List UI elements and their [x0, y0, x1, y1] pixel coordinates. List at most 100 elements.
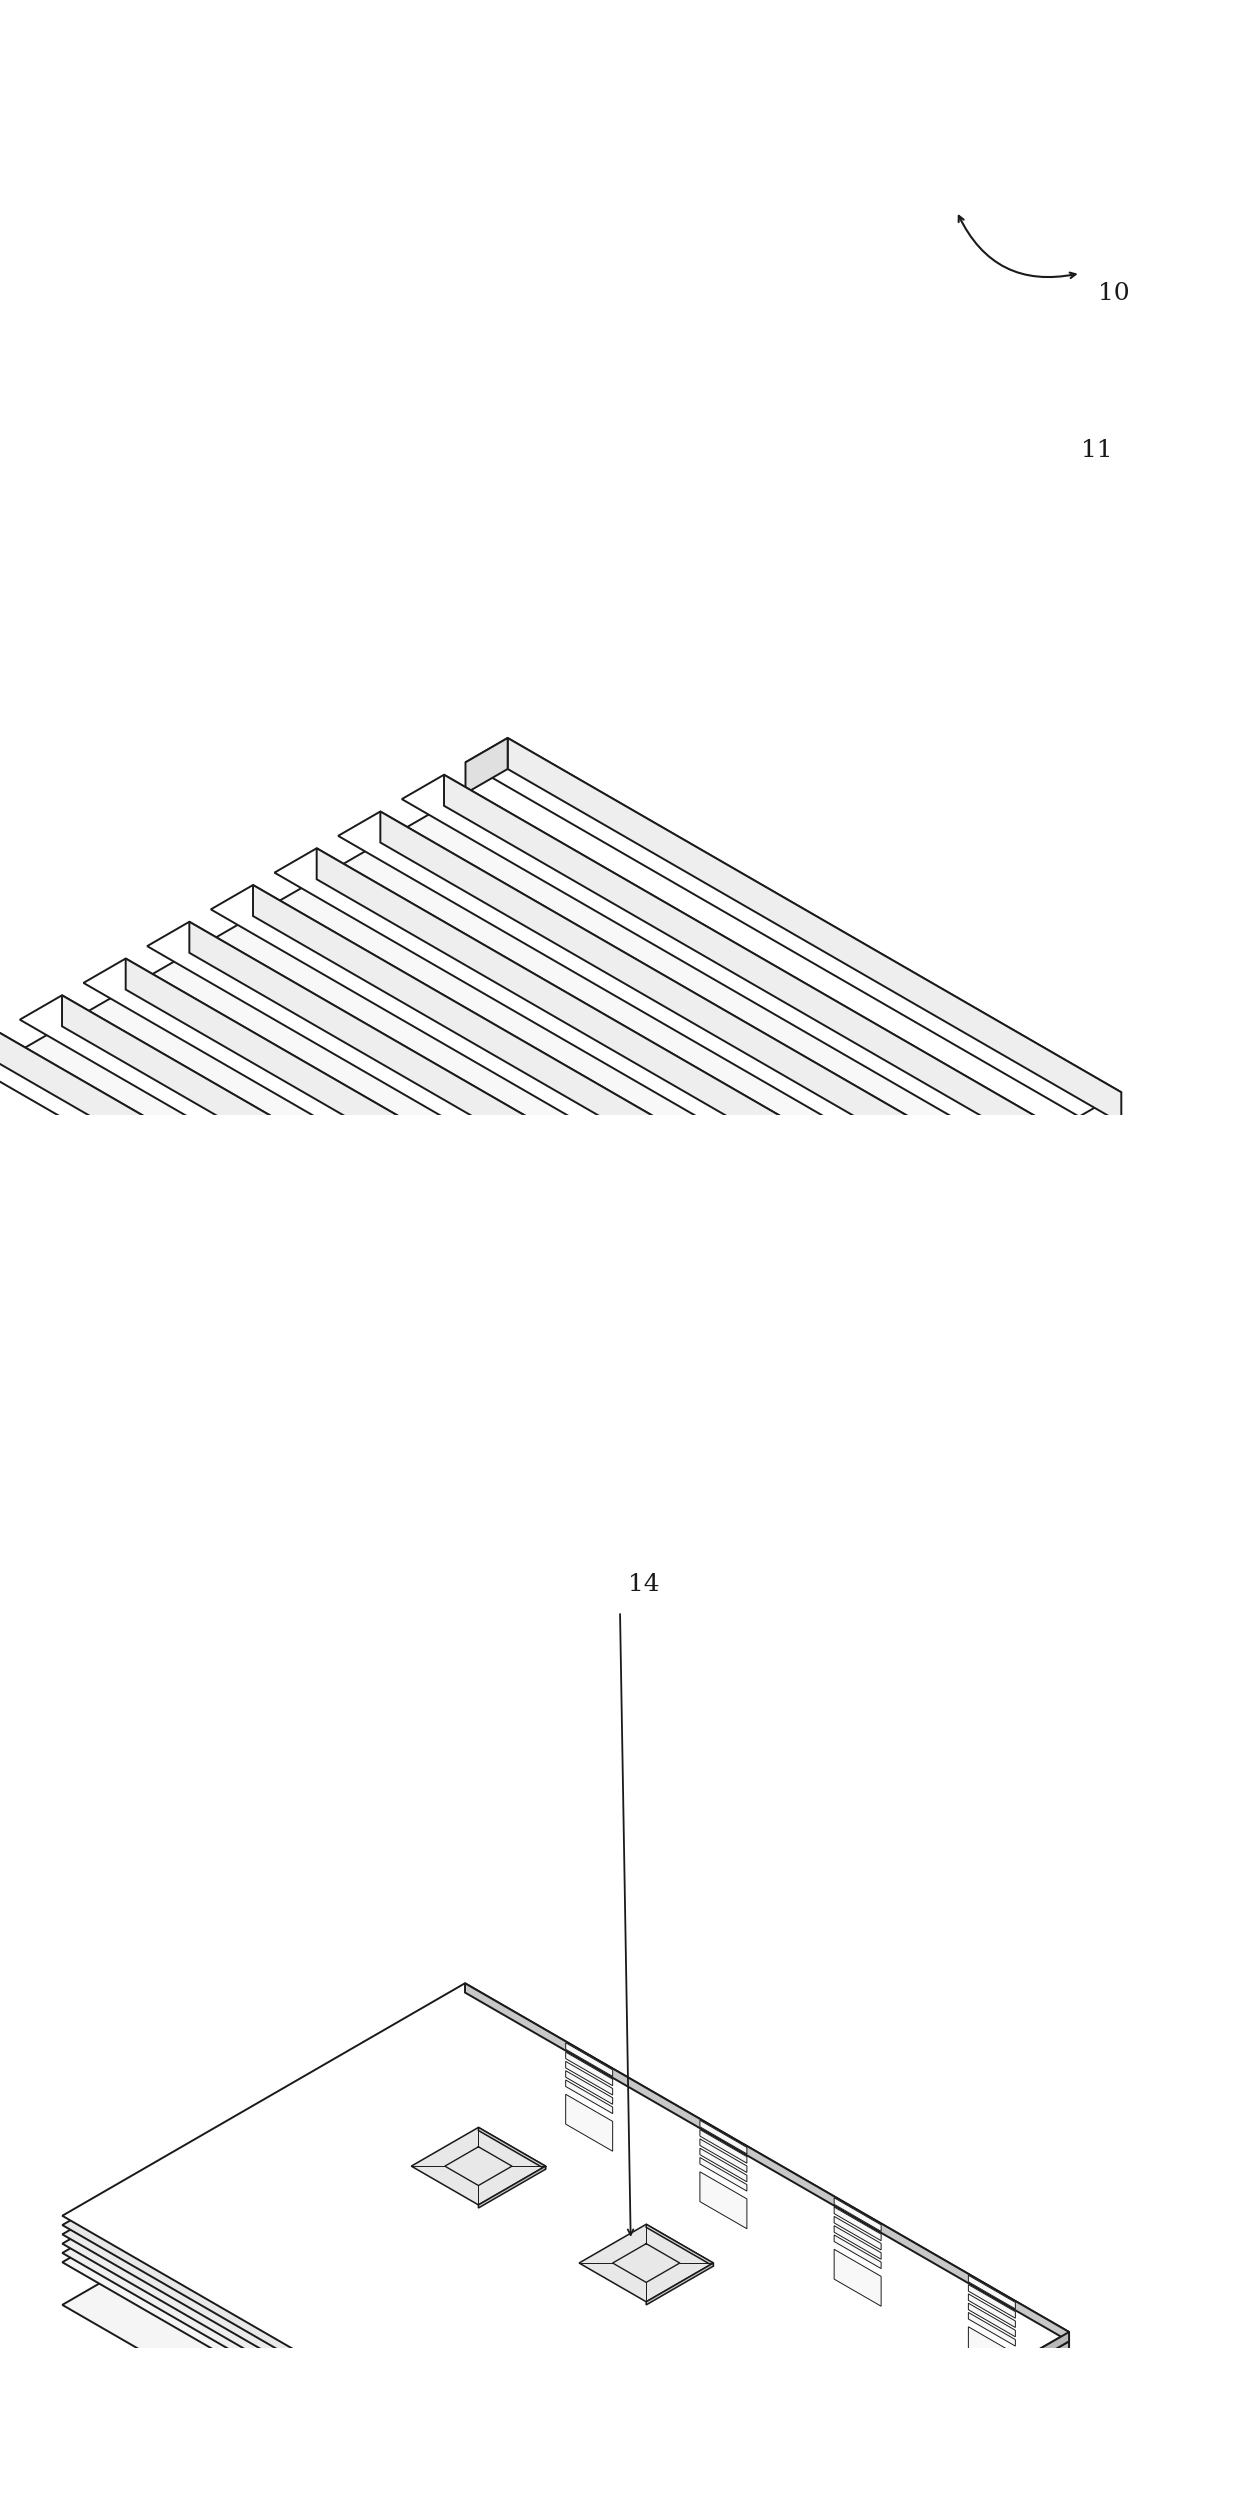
Polygon shape	[699, 2171, 746, 2229]
Polygon shape	[868, 2447, 921, 2485]
Polygon shape	[835, 2206, 882, 2241]
Polygon shape	[666, 2349, 1069, 2510]
Polygon shape	[62, 2011, 1069, 2510]
Polygon shape	[646, 2264, 713, 2304]
Polygon shape	[465, 2011, 1069, 2369]
Polygon shape	[465, 1983, 1069, 2342]
Polygon shape	[0, 1032, 613, 1411]
Polygon shape	[402, 776, 1058, 1155]
Polygon shape	[316, 848, 930, 1232]
Polygon shape	[465, 2021, 1069, 2379]
Text: FIG. 1: FIG. 1	[515, 1052, 636, 1089]
Polygon shape	[465, 738, 1121, 1117]
Polygon shape	[443, 823, 1056, 1187]
Text: 11: 11	[1080, 439, 1112, 462]
Polygon shape	[699, 2128, 746, 2164]
Polygon shape	[699, 2139, 746, 2174]
Polygon shape	[579, 2224, 713, 2302]
Polygon shape	[962, 2392, 1016, 2430]
Polygon shape	[699, 2159, 746, 2191]
Text: 10: 10	[1099, 281, 1130, 306]
Polygon shape	[968, 2274, 1016, 2309]
Polygon shape	[565, 2043, 613, 2076]
Polygon shape	[835, 2249, 882, 2307]
Polygon shape	[253, 886, 867, 1270]
Polygon shape	[635, 1187, 1056, 1446]
Polygon shape	[412, 2128, 546, 2204]
Polygon shape	[274, 848, 930, 1227]
Polygon shape	[21, 823, 1056, 1423]
Polygon shape	[666, 2422, 1069, 2510]
Polygon shape	[211, 886, 867, 1263]
Polygon shape	[21, 806, 1056, 1403]
Polygon shape	[21, 816, 1056, 1413]
Polygon shape	[635, 1160, 1056, 1413]
Polygon shape	[835, 2216, 882, 2249]
Polygon shape	[21, 833, 1056, 1431]
Polygon shape	[20, 996, 676, 1373]
Polygon shape	[666, 2332, 1069, 2510]
Polygon shape	[565, 2093, 613, 2151]
Polygon shape	[62, 2073, 1069, 2510]
Polygon shape	[868, 2470, 921, 2510]
Polygon shape	[968, 2304, 1016, 2337]
Polygon shape	[666, 2369, 1069, 2510]
Polygon shape	[835, 2226, 882, 2259]
Polygon shape	[635, 1177, 1056, 1431]
Polygon shape	[699, 2121, 746, 2154]
Polygon shape	[565, 2061, 613, 2096]
Polygon shape	[0, 1032, 613, 1418]
Polygon shape	[666, 2379, 1069, 2510]
Polygon shape	[125, 959, 739, 1343]
Polygon shape	[565, 2081, 613, 2113]
Polygon shape	[774, 2500, 827, 2510]
Polygon shape	[443, 833, 1056, 1202]
Polygon shape	[962, 2374, 1016, 2412]
Polygon shape	[62, 2003, 1069, 2510]
Polygon shape	[479, 2166, 546, 2209]
Polygon shape	[148, 921, 804, 1300]
Polygon shape	[62, 2031, 1069, 2510]
Polygon shape	[465, 2031, 1069, 2422]
Polygon shape	[339, 811, 994, 1190]
Polygon shape	[868, 2427, 921, 2465]
Polygon shape	[381, 811, 994, 1197]
Polygon shape	[962, 2417, 1016, 2477]
Polygon shape	[465, 2073, 1069, 2465]
Polygon shape	[443, 816, 1056, 1177]
Polygon shape	[868, 2455, 921, 2492]
Polygon shape	[465, 1993, 1069, 2349]
Polygon shape	[835, 2199, 882, 2231]
Polygon shape	[968, 2284, 1016, 2319]
Polygon shape	[62, 2021, 1069, 2510]
Polygon shape	[465, 738, 507, 793]
Polygon shape	[968, 2312, 1016, 2347]
Polygon shape	[868, 2420, 921, 2457]
Polygon shape	[962, 2382, 1016, 2420]
Polygon shape	[962, 2402, 1016, 2440]
Text: 14: 14	[627, 1574, 660, 1596]
Polygon shape	[443, 806, 1056, 1170]
Polygon shape	[774, 2482, 827, 2510]
Polygon shape	[635, 1170, 1056, 1423]
Polygon shape	[699, 2149, 746, 2181]
Text: FIG. 2: FIG. 2	[521, 2289, 642, 2327]
Polygon shape	[968, 2294, 1016, 2327]
Polygon shape	[190, 921, 804, 1308]
Polygon shape	[507, 738, 1121, 1124]
Polygon shape	[465, 2003, 1069, 2359]
Polygon shape	[666, 2342, 1069, 2510]
Polygon shape	[565, 2053, 613, 2086]
Polygon shape	[62, 996, 676, 1380]
Polygon shape	[774, 2492, 827, 2510]
Polygon shape	[62, 1993, 1069, 2510]
Polygon shape	[444, 776, 1058, 1160]
Polygon shape	[774, 2472, 827, 2510]
Polygon shape	[479, 2128, 546, 2169]
Polygon shape	[83, 959, 739, 1338]
Polygon shape	[565, 2071, 613, 2103]
Polygon shape	[62, 1983, 1069, 2510]
Polygon shape	[962, 2364, 1016, 2402]
Polygon shape	[868, 2437, 921, 2475]
Polygon shape	[968, 2327, 1016, 2384]
